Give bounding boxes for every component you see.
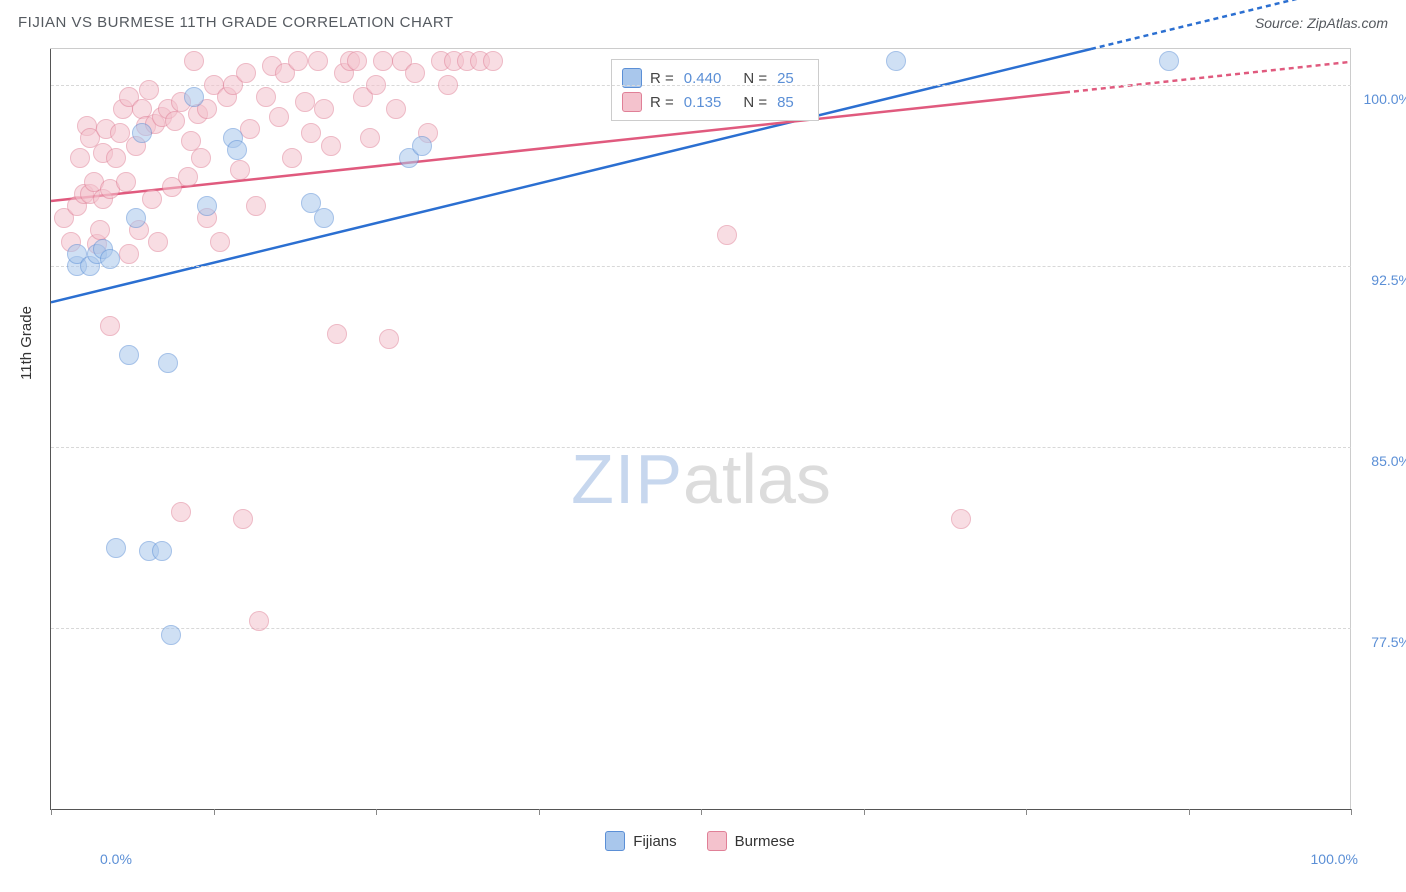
gridline xyxy=(51,628,1351,629)
burmese-point xyxy=(240,119,260,139)
burmese-point xyxy=(249,611,269,631)
chart-plot-area: ZIPatlas R = 0.440 N = 25 R = 0.135 N = … xyxy=(50,48,1351,809)
burmese-point xyxy=(308,51,328,71)
burmese-point xyxy=(246,196,266,216)
burmese-point xyxy=(142,189,162,209)
y-tick-label: 77.5% xyxy=(1356,634,1406,650)
legend-row-fijians: R = 0.440 N = 25 xyxy=(622,66,808,90)
burmese-swatch-icon xyxy=(707,831,727,851)
burmese-point xyxy=(379,329,399,349)
burmese-point xyxy=(90,220,110,240)
burmese-point xyxy=(321,136,341,156)
fijians-point xyxy=(184,87,204,107)
x-tick xyxy=(864,809,865,815)
burmese-point xyxy=(230,160,250,180)
fijians-point xyxy=(119,345,139,365)
burmese-point xyxy=(405,63,425,83)
y-tick-label: 100.0% xyxy=(1356,91,1406,107)
burmese-point xyxy=(184,51,204,71)
burmese-point xyxy=(116,172,136,192)
burmese-point xyxy=(100,316,120,336)
burmese-point xyxy=(191,148,211,168)
x-tick xyxy=(51,809,52,815)
fijians-point xyxy=(1159,51,1179,71)
burmese-point xyxy=(236,63,256,83)
fijians-point xyxy=(314,208,334,228)
x-tick xyxy=(376,809,377,815)
burmese-point xyxy=(373,51,393,71)
burmese-point xyxy=(288,51,308,71)
x-tick xyxy=(539,809,540,815)
y-tick-label: 85.0% xyxy=(1356,453,1406,469)
x-tick xyxy=(1189,809,1190,815)
burmese-point xyxy=(483,51,503,71)
legend-item-fijians: Fijians xyxy=(605,831,676,851)
fijians-swatch-icon xyxy=(605,831,625,851)
burmese-point xyxy=(717,225,737,245)
burmese-point xyxy=(314,99,334,119)
gridline xyxy=(51,266,1351,267)
fijians-point xyxy=(197,196,217,216)
x-tick xyxy=(214,809,215,815)
fijians-point xyxy=(126,208,146,228)
burmese-point xyxy=(70,148,90,168)
fijians-point xyxy=(132,123,152,143)
fijians-point xyxy=(227,140,247,160)
legend-item-burmese: Burmese xyxy=(707,831,795,851)
burmese-point xyxy=(165,111,185,131)
fijians-point xyxy=(886,51,906,71)
fijians-point xyxy=(106,538,126,558)
x-tick xyxy=(1026,809,1027,815)
y-tick-label: 92.5% xyxy=(1356,272,1406,288)
burmese-point xyxy=(106,148,126,168)
burmese-point xyxy=(148,232,168,252)
burmese-point xyxy=(360,128,380,148)
fijians-point xyxy=(158,353,178,373)
series-legend: Fijians Burmese xyxy=(50,831,1350,851)
burmese-point xyxy=(178,167,198,187)
burmese-point xyxy=(438,75,458,95)
x-tick xyxy=(1351,809,1352,815)
fijians-point xyxy=(161,625,181,645)
fijians-point xyxy=(412,136,432,156)
gridline xyxy=(51,85,1351,86)
burmese-point xyxy=(139,80,159,100)
burmese-point xyxy=(269,107,289,127)
burmese-point xyxy=(233,509,253,529)
y-axis-title: 11th Grade xyxy=(18,306,35,380)
burmese-point xyxy=(951,509,971,529)
legend-row-burmese: R = 0.135 N = 85 xyxy=(622,90,808,114)
burmese-point xyxy=(295,92,315,112)
x-tick xyxy=(701,809,702,815)
burmese-point xyxy=(282,148,302,168)
burmese-swatch-icon xyxy=(622,92,642,112)
source-attribution: Source: ZipAtlas.com xyxy=(1255,15,1388,31)
chart-title: FIJIAN VS BURMESE 11TH GRADE CORRELATION… xyxy=(18,14,454,31)
fijians-point xyxy=(100,249,120,269)
x-axis-min-label: 0.0% xyxy=(100,851,132,867)
fijians-point xyxy=(152,541,172,561)
burmese-point xyxy=(256,87,276,107)
gridline xyxy=(51,447,1351,448)
burmese-point xyxy=(327,324,347,344)
burmese-point xyxy=(171,502,191,522)
burmese-point xyxy=(347,51,367,71)
burmese-point xyxy=(386,99,406,119)
burmese-point xyxy=(366,75,386,95)
burmese-point xyxy=(210,232,230,252)
correlation-legend: R = 0.440 N = 25 R = 0.135 N = 85 xyxy=(611,59,819,121)
x-axis-max-label: 100.0% xyxy=(1311,851,1358,867)
burmese-point xyxy=(119,244,139,264)
burmese-point xyxy=(301,123,321,143)
